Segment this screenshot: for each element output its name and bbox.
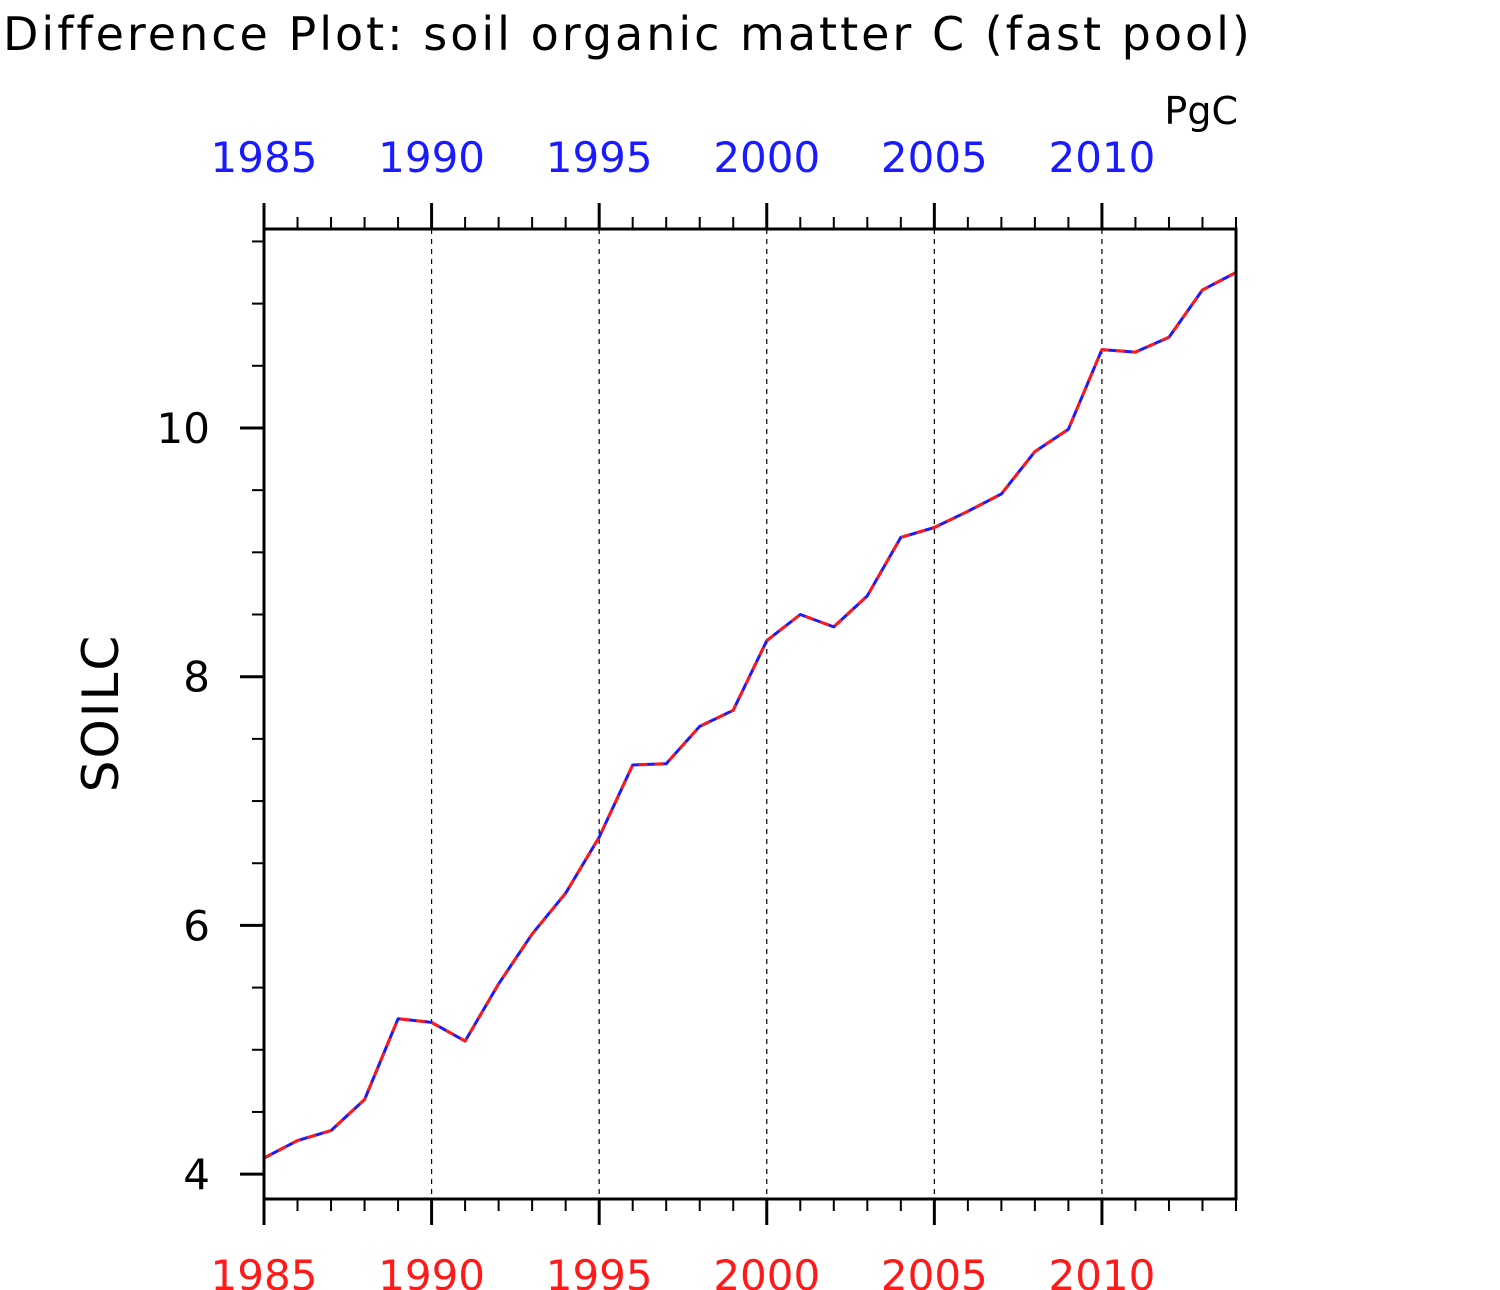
series-line-2 — [263, 271, 1237, 1160]
x-tick-label-bottom: 1985 — [211, 1251, 318, 1290]
plot-frame — [262, 227, 1238, 1201]
x-tick-label-top: 2010 — [1048, 133, 1155, 182]
x-tick-label-top: 2000 — [713, 133, 820, 182]
x-tick-label-top: 1995 — [546, 133, 653, 182]
x-tick-label-bottom: 2010 — [1048, 1251, 1155, 1290]
vertical-gridlines — [430, 229, 1103, 1199]
x-tick-label-top: 1990 — [378, 133, 485, 182]
x-tick-label-bottom: 1995 — [546, 1251, 653, 1290]
x-tick-label-bottom: 2000 — [713, 1251, 820, 1290]
series-line-1 — [263, 271, 1237, 1160]
units-label: PgC — [1164, 89, 1238, 133]
chart-title: Difference Plot: soil organic matter C (… — [3, 7, 1253, 61]
axes — [240, 203, 1238, 1225]
tick-labels: 1985 1985 1990 1990 1995 1995 2000 2000 2005 2005… — [157, 133, 1156, 1290]
series-lines — [263, 271, 1237, 1160]
y-tick-label: 4 — [183, 1150, 210, 1199]
y-tick-label: 8 — [183, 653, 210, 702]
x-tick-label-bottom: 1990 — [378, 1251, 485, 1290]
y-tick-label: 10 — [157, 404, 210, 453]
y-tick-label: 6 — [183, 901, 210, 950]
x-tick-label-top: 2005 — [881, 133, 988, 182]
x-tick-label-bottom: 2005 — [881, 1251, 988, 1290]
y-axis-label: SOILC — [72, 634, 130, 793]
x-tick-label-top: 1985 — [211, 133, 318, 182]
